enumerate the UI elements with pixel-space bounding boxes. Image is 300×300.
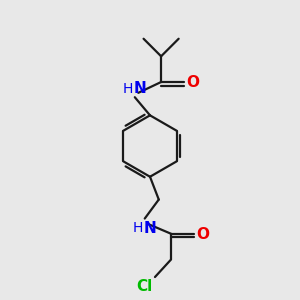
Text: H: H [123, 82, 133, 96]
Text: O: O [186, 75, 199, 90]
Text: O: O [196, 227, 209, 242]
Text: H: H [133, 221, 143, 235]
Text: Cl: Cl [136, 279, 153, 294]
Text: N: N [133, 81, 146, 96]
Text: N: N [143, 221, 156, 236]
